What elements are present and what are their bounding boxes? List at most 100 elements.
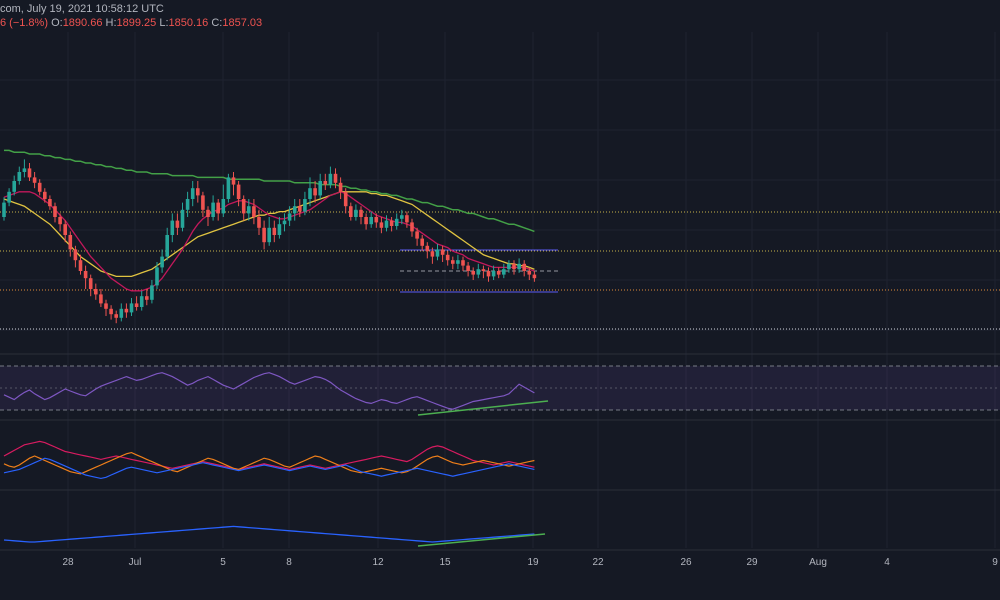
candle-body-14 [73, 249, 78, 261]
candle-body-48 [247, 206, 251, 214]
candle-body-11 [58, 217, 62, 225]
candle-body-96 [491, 271, 496, 277]
candle-body-63 [323, 181, 328, 185]
close-label: C: [211, 17, 223, 29]
candle-body-60 [308, 188, 312, 199]
candle-body-84 [430, 251, 435, 257]
candle-body-65 [333, 173, 338, 183]
candle-body-22 [114, 314, 118, 318]
x-tick-label-12: 9 [992, 557, 998, 568]
rsi-divergence-line [417, 400, 549, 416]
x-tick-label-9: 29 [746, 557, 758, 568]
candle-body-70 [359, 209, 363, 217]
candle-body-104 [532, 274, 537, 279]
x-tick-label-7: 22 [592, 557, 604, 568]
x-tick-label-2: 5 [220, 557, 226, 568]
candle-body-2 [12, 181, 16, 192]
candle-body-30 [155, 267, 159, 286]
candle-body-55 [282, 220, 287, 225]
candle-body-35 [180, 209, 185, 228]
x-tick-label-0: 28 [62, 557, 74, 568]
candle-body-76 [389, 220, 394, 226]
candle-body-62 [318, 181, 322, 196]
candle-body-12 [63, 224, 67, 235]
candle-body-16 [83, 271, 88, 279]
open-value: 1890.66 [62, 17, 103, 29]
candle-body-21 [109, 308, 113, 315]
candle-body-32 [165, 235, 169, 257]
candle-body-74 [379, 222, 384, 228]
candle-body-47 [241, 199, 246, 214]
candle-body-46 [236, 184, 241, 199]
candle-body-52 [267, 227, 271, 243]
candle-body-100 [512, 263, 516, 270]
dmi-red-line [3, 440, 535, 471]
candle-body-23 [119, 308, 124, 318]
candle-body-13 [68, 235, 73, 250]
candle-body-67 [343, 191, 348, 207]
ma-green-line [4, 149, 535, 233]
ma-yellow-line [3, 191, 535, 278]
candle-body-103 [527, 271, 532, 275]
adx-line [3, 525, 535, 543]
ohlc-readout: 6 (−1.8%) O:1890.66 H:1899.25 L:1850.16 … [0, 16, 262, 30]
candle-body-99 [507, 263, 511, 270]
change-value: 6 (−1.8%) [0, 17, 48, 29]
candle-body-41 [211, 202, 215, 217]
low-value: 1850.16 [168, 17, 209, 29]
candle-body-57 [292, 206, 297, 214]
x-tick-label-1: Jul [129, 557, 142, 568]
low-label: L: [159, 17, 169, 29]
candle-body-17 [88, 278, 93, 289]
candle-body-7 [37, 182, 42, 192]
close-value: 1857.03 [222, 17, 263, 29]
candle-body-79 [405, 215, 409, 223]
candle-body-56 [287, 213, 292, 221]
dmi-blue-line [3, 457, 535, 480]
candle-body-37 [190, 188, 195, 199]
candle-body-24 [124, 308, 129, 313]
candle-body-33 [170, 220, 175, 235]
candle-body-86 [440, 249, 445, 255]
dmi-orange-line [3, 451, 535, 475]
candle-body-5 [27, 168, 32, 178]
x-tick-label-11: 4 [884, 557, 890, 568]
candle-body-51 [262, 227, 266, 243]
candle-body-72 [369, 217, 373, 225]
candle-body-95 [486, 271, 491, 277]
x-tick-label-3: 8 [286, 557, 292, 568]
candle-body-64 [328, 173, 333, 185]
candle-body-102 [522, 263, 526, 271]
source-datetime: com, July 19, 2021 10:58:12 UTC [0, 3, 164, 15]
candle-body-61 [313, 188, 317, 196]
candle-body-49 [252, 206, 256, 217]
chart-header: com, July 19, 2021 10:58:12 UTC 6 (−1.8%… [0, 0, 1000, 32]
candle-body-87 [445, 254, 450, 261]
candle-body-31 [160, 256, 164, 268]
candle-body-43 [221, 199, 226, 214]
candle-body-101 [517, 263, 521, 270]
candle-body-69 [354, 209, 358, 217]
rsi-line [3, 372, 535, 410]
x-tick-label-4: 12 [372, 557, 384, 568]
candle-body-75 [384, 220, 389, 228]
open-label: O: [51, 17, 63, 29]
candle-body-27 [139, 296, 144, 307]
candle-body-66 [338, 182, 343, 192]
candle-body-85 [435, 249, 440, 257]
candle-body-71 [364, 217, 368, 225]
high-label: H: [105, 17, 117, 29]
adx-trend-line [417, 533, 546, 547]
candle-body-39 [201, 195, 205, 210]
x-tick-label-10: Aug [809, 557, 827, 568]
candle-body-10 [53, 206, 57, 217]
candle-body-83 [425, 245, 430, 252]
candle-body-38 [196, 188, 200, 196]
candle-body-73 [374, 217, 379, 223]
candle-body-93 [476, 269, 481, 275]
candle-body-44 [226, 177, 231, 199]
candle-body-28 [145, 296, 149, 300]
x-tick-label-6: 19 [527, 557, 539, 568]
